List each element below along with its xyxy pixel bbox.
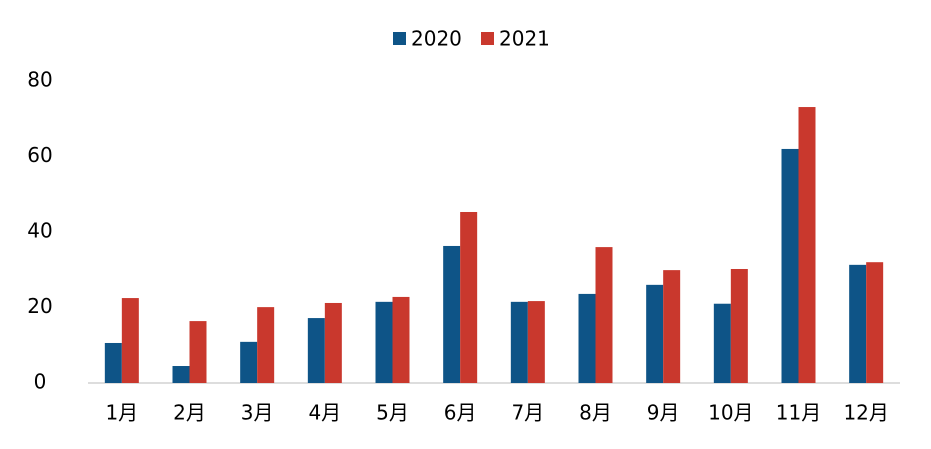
bar <box>392 296 410 383</box>
bar <box>121 298 139 383</box>
bar <box>375 301 393 383</box>
bar <box>578 293 596 383</box>
bar <box>866 262 884 383</box>
x-tick-label: 3月 <box>241 401 274 425</box>
x-tick-label: 6月 <box>444 401 477 425</box>
bar <box>324 302 342 383</box>
bar <box>663 270 681 383</box>
y-tick-label: 20 <box>27 294 52 318</box>
bar <box>781 148 799 383</box>
bar <box>510 301 528 383</box>
y-tick-label: 80 <box>27 68 52 92</box>
x-tick-label: 11月 <box>776 401 821 425</box>
x-tick-label: 9月 <box>647 401 680 425</box>
bar <box>798 107 816 384</box>
legend-swatch <box>393 32 406 45</box>
y-tick-label: 60 <box>27 143 52 167</box>
bar <box>172 366 190 383</box>
legend-label: 2020 <box>411 27 462 51</box>
bar <box>730 268 748 383</box>
y-tick-label: 0 <box>34 370 47 394</box>
bar <box>527 301 545 383</box>
x-tick-label: 1月 <box>105 401 138 425</box>
x-tick-label: 10月 <box>708 401 753 425</box>
x-tick-label: 7月 <box>511 401 544 425</box>
bar <box>104 342 122 383</box>
x-tick-label: 8月 <box>579 401 612 425</box>
bar <box>849 264 867 383</box>
x-tick-label: 12月 <box>843 401 888 425</box>
bar <box>240 341 258 383</box>
bar <box>595 247 613 383</box>
bar <box>307 318 325 383</box>
bar <box>443 245 461 383</box>
legend-label: 2021 <box>499 27 550 51</box>
legend-swatch <box>481 32 494 45</box>
bar <box>189 321 207 383</box>
bar <box>257 307 275 383</box>
y-tick-label: 40 <box>27 219 52 243</box>
bar <box>646 284 664 383</box>
x-tick-label: 4月 <box>308 401 341 425</box>
bar <box>713 303 731 383</box>
x-tick-label: 5月 <box>376 401 409 425</box>
x-tick-label: 2月 <box>173 401 206 425</box>
bar <box>460 211 478 383</box>
